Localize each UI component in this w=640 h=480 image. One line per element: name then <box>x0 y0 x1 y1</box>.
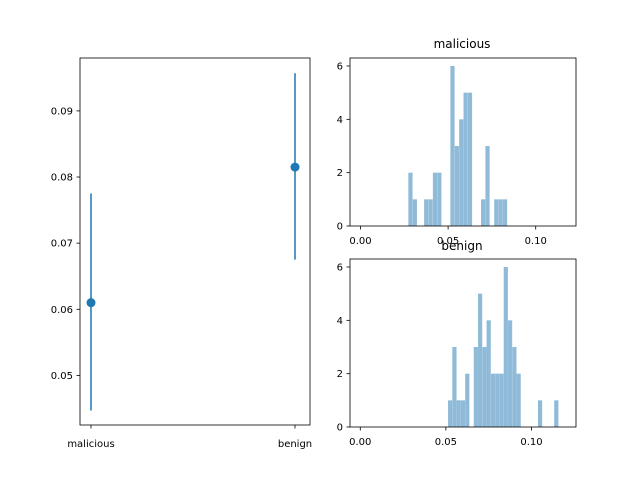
x-tick-label: benign <box>278 439 312 450</box>
x-tick-label: 0.05 <box>435 437 457 448</box>
histogram-bar <box>502 199 508 226</box>
histogram-bar <box>448 400 453 427</box>
histogram-bar <box>450 66 455 226</box>
histogram-bar <box>454 146 459 226</box>
errorbar-point-malicious <box>86 298 96 308</box>
y-tick-label: 0.06 <box>51 305 73 316</box>
y-tick-label: 0 <box>337 423 343 434</box>
histogram-bar <box>467 92 473 227</box>
y-tick-label: 0.08 <box>51 173 73 184</box>
histogram-malicious: malicious 0.00 0.05 0.10 0 2 4 6 <box>337 37 577 248</box>
y-tick-label: 4 <box>337 316 343 327</box>
histogram-bar <box>512 347 517 427</box>
y-tick-label: 0.09 <box>51 106 73 117</box>
histogram-bar <box>485 146 490 226</box>
y-tick-label: 6 <box>337 62 343 73</box>
histogram-benign-ticks: 0.00 0.05 0.10 0 2 4 6 <box>337 263 543 449</box>
x-tick-label: 0.10 <box>520 437 542 448</box>
histogram-bar <box>456 400 461 427</box>
histogram-benign-bars <box>448 267 559 427</box>
histogram-bar <box>424 199 429 226</box>
histogram-bar <box>463 92 468 227</box>
histogram-bar <box>516 373 521 427</box>
histogram-bar <box>498 199 503 226</box>
errorbar-point-benign <box>290 162 300 172</box>
errorbar-plot-frame <box>79 57 311 426</box>
histogram-bar <box>478 293 483 427</box>
histogram-malicious-bars <box>408 66 508 227</box>
histogram-bar <box>490 373 496 427</box>
histogram-bar <box>481 199 486 226</box>
x-tick-label: 0.05 <box>437 236 459 247</box>
histogram-bar <box>494 199 499 226</box>
histogram-benign-frame <box>349 258 577 428</box>
histogram-bar <box>507 320 513 427</box>
y-tick-label: 0.05 <box>51 371 73 382</box>
histogram-bar <box>459 119 464 226</box>
x-tick-label: malicious <box>67 439 114 450</box>
histogram-malicious-title: malicious <box>434 37 491 51</box>
x-tick-label: 0.00 <box>349 236 371 247</box>
histogram-bar <box>408 172 413 226</box>
histogram-bar <box>537 400 543 427</box>
histogram-benign-title: benign <box>441 239 482 253</box>
histogram-bar <box>452 347 457 427</box>
histogram-bar <box>486 320 491 427</box>
histogram-bar <box>412 199 417 226</box>
errorbar-plot: malicious benign 0.05 0.06 0.07 0.08 0.09 <box>51 57 312 450</box>
histogram-bar <box>473 347 478 427</box>
histogram-bar <box>503 267 508 427</box>
histogram-bar <box>460 400 466 427</box>
histogram-bar <box>465 373 470 427</box>
histogram-bar <box>437 172 442 226</box>
y-tick-label: 2 <box>337 168 343 179</box>
histogram-bar <box>499 373 504 427</box>
y-tick-label: 4 <box>337 115 343 126</box>
histogram-bar <box>432 172 438 226</box>
histogram-malicious-ticks: 0.00 0.05 0.10 0 2 4 6 <box>337 62 547 248</box>
histogram-benign: 0.00 0.05 0.10 0 2 4 6 benign <box>337 239 577 449</box>
errorbar-marks <box>86 73 300 411</box>
y-tick-label: 0 <box>337 222 343 233</box>
histogram-bar <box>482 347 487 427</box>
histogram-bar <box>495 373 500 427</box>
x-tick-label: 0.10 <box>525 236 547 247</box>
histogram-bar <box>554 400 559 427</box>
y-tick-label: 0.07 <box>51 239 73 250</box>
y-tick-label: 6 <box>337 263 343 274</box>
errorbar-axis-ticks: malicious benign 0.05 0.06 0.07 0.08 0.09 <box>51 106 312 450</box>
y-tick-label: 2 <box>337 369 343 380</box>
histogram-bar <box>428 199 433 226</box>
x-tick-label: 0.00 <box>349 437 371 448</box>
histogram-malicious-frame <box>349 57 577 227</box>
